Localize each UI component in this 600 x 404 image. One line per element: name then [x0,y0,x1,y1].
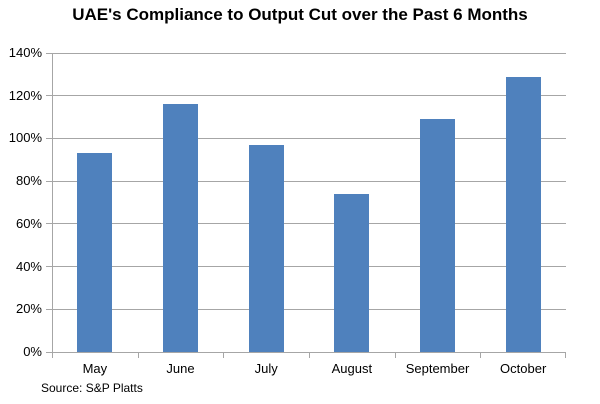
y-tick-80% [46,180,52,182]
y-tick-120% [46,95,52,97]
gridline-80% [52,180,566,182]
bar-october [505,76,541,352]
x-tick-4 [394,353,396,358]
x-tick-5 [480,353,482,358]
gridline-20% [52,308,566,310]
chart-title: UAE's Compliance to Output Cut over the … [72,5,528,24]
y-tick-100% [46,137,52,139]
y-tick-20% [46,308,52,310]
x-tick-3 [309,353,310,358]
bar-august [334,193,370,352]
y-axis-line [52,53,53,352]
y-axis-label-80%: 80% [15,173,42,189]
x-axis-label-october: October [500,361,547,376]
gridline-100% [52,137,566,139]
source-note: Source: S&P Platts [41,381,143,395]
x-axis-label-september: September [405,361,470,376]
plot-area: 0% 20% 40% 60% 80% 100% 120% 140% May June July Aug… [9,46,566,376]
y-tick-60% [46,223,52,225]
x-tick-2 [223,353,225,358]
y-tick-40% [46,266,52,268]
y-tick-140% [46,52,52,54]
bar-june [163,104,198,352]
gridline-60% [52,223,566,225]
x-axis-label-may: May [82,361,108,376]
x-axis-label-july: July [254,361,278,376]
gridline-40% [52,266,566,268]
x-axis-label-august: August [331,361,373,376]
y-axis-label-100%: 100% [8,130,42,146]
x-tick-1 [137,353,139,358]
y-tick-0% [46,351,52,353]
bar-may [77,153,113,352]
y-axis-label-60%: 60% [15,215,42,231]
y-axis-label-120%: 120% [8,87,42,103]
y-axis-label-140%: 140% [8,45,42,60]
y-axis-label-40%: 40% [15,258,42,274]
bar-july [248,144,284,352]
x-axis-label-june: June [166,361,195,376]
x-tick-0 [52,353,53,358]
gridline-120% [52,95,566,97]
y-axis-label-0%: 0% [23,344,42,359]
bar-september [420,119,455,352]
x-tick-6 [565,353,566,358]
y-axis-label-20%: 20% [15,301,42,317]
x-axis-line [51,352,566,353]
gridline-140% [52,52,566,54]
